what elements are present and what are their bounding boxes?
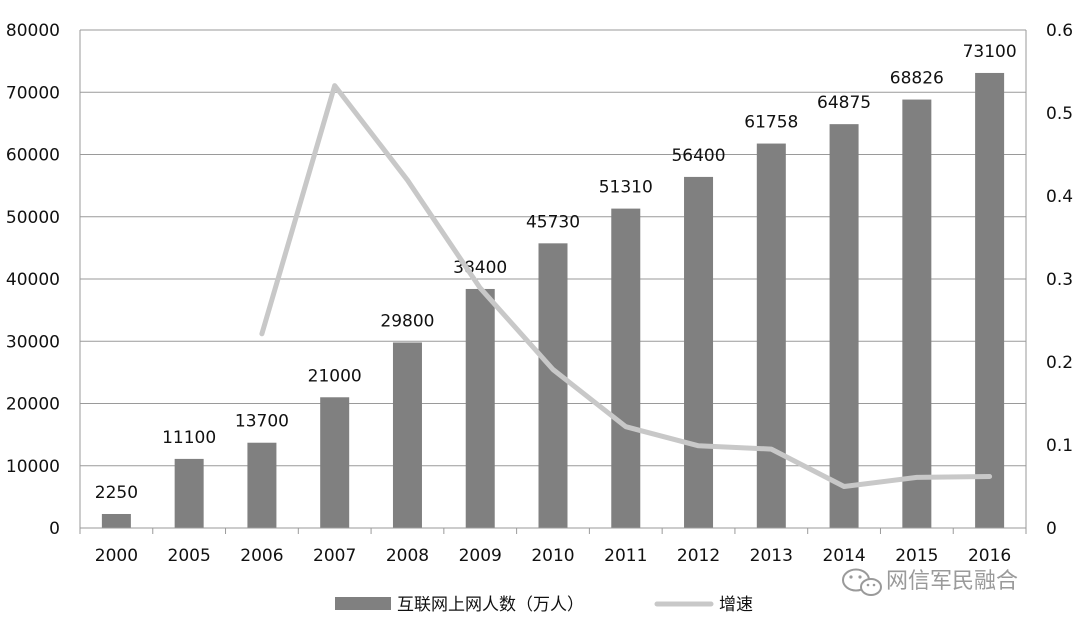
- right-axis-tick-label: 0.3: [1046, 270, 1073, 290]
- left-axis-tick-label: 20000: [6, 395, 60, 415]
- bar-data-label: 29800: [380, 311, 434, 331]
- right-axis-tick-label: 0.4: [1046, 187, 1073, 207]
- bar-series: [101, 72, 1005, 528]
- right-axis-tick-label: 0: [1046, 519, 1057, 539]
- left-axis-tick-label: 10000: [6, 457, 60, 477]
- bar: [611, 208, 641, 528]
- left-axis-tick-label: 70000: [6, 83, 60, 103]
- right-axis-tick-label: 0.6: [1046, 21, 1073, 41]
- bar: [756, 143, 786, 528]
- bar: [101, 513, 131, 528]
- watermark: 网信军民融合: [842, 568, 1018, 596]
- bar-data-label: 21000: [308, 366, 362, 386]
- bar: [538, 243, 568, 528]
- axes: [79, 30, 1027, 534]
- growth-rate-line: [259, 83, 993, 489]
- x-axis-tick-label: 2006: [240, 546, 283, 566]
- legend: 互联网上网人数（万人） 增速: [335, 595, 753, 615]
- x-axis-tick-label: 2011: [604, 546, 647, 566]
- left-axis-tick-labels: 0 10000 20000 30000 40000 50000 60000 70000 8000…: [6, 21, 60, 539]
- bar-data-label: 61758: [744, 113, 798, 133]
- x-axis-tick-label: 2015: [895, 546, 938, 566]
- x-axis-tick-label: 2014: [822, 546, 865, 566]
- legend-label-bar: 互联网上网人数（万人）: [397, 595, 584, 615]
- right-axis-tick-label: 0.5: [1046, 104, 1073, 124]
- x-axis-tick-label: 2010: [531, 546, 574, 566]
- bar-data-label: 11100: [162, 428, 216, 448]
- x-axis-tick-label: 2012: [677, 546, 720, 566]
- bar: [247, 442, 277, 528]
- x-axis-tick-label: 2016: [968, 546, 1011, 566]
- line-series: [259, 83, 993, 489]
- bar-data-labels: 2250 11100 13700 21000 29800 38400 45730 51310 5…: [95, 42, 1017, 503]
- bar: [320, 397, 350, 528]
- bar: [465, 288, 495, 528]
- bar-data-label: 73100: [963, 42, 1017, 62]
- bar-data-label: 13700: [235, 412, 289, 432]
- bar-data-label: 38400: [453, 258, 507, 278]
- bar-data-label: 64875: [817, 93, 871, 113]
- watermark-text: 网信军民融合: [886, 569, 1018, 594]
- legend-swatch-bar: [335, 597, 391, 610]
- bar-data-label: 45730: [526, 212, 580, 232]
- x-axis-tick-label: 2005: [168, 546, 211, 566]
- legend-label-line: 增速: [719, 595, 753, 615]
- bar: [902, 99, 932, 528]
- bar: [829, 124, 859, 528]
- left-axis-tick-label: 30000: [6, 332, 60, 352]
- left-axis-tick-label: 0: [49, 519, 60, 539]
- x-axis-tick-label: 2008: [386, 546, 429, 566]
- left-axis-tick-label: 50000: [6, 208, 60, 228]
- left-axis-tick-label: 60000: [6, 146, 60, 166]
- left-axis-tick-label: 40000: [6, 270, 60, 290]
- left-axis-tick-label: 80000: [6, 21, 60, 41]
- right-axis-tick-label: 0.2: [1046, 353, 1073, 373]
- right-axis-tick-labels: 0 0.1 0.2 0.3 0.4 0.5 0.6: [1046, 21, 1073, 539]
- bar-data-label: 2250: [95, 483, 138, 503]
- bar: [392, 342, 422, 528]
- x-axis-tick-label: 2013: [750, 546, 793, 566]
- right-axis-tick-label: 0.1: [1046, 436, 1073, 456]
- bar: [975, 72, 1005, 528]
- bar-data-label: 56400: [671, 146, 725, 166]
- x-axis-tick-labels: 2000 2005 2006 2007 2008 2009 2010 2011 2012 2013…: [95, 546, 1011, 566]
- bar: [684, 176, 714, 528]
- x-axis-tick-label: 2000: [95, 546, 138, 566]
- wechat-icon: [842, 568, 882, 596]
- x-axis-tick-label: 2009: [459, 546, 502, 566]
- x-axis-tick-label: 2007: [313, 546, 356, 566]
- bar: [174, 458, 204, 528]
- bar-data-label: 51310: [599, 178, 653, 198]
- bar-data-label: 68826: [890, 69, 944, 89]
